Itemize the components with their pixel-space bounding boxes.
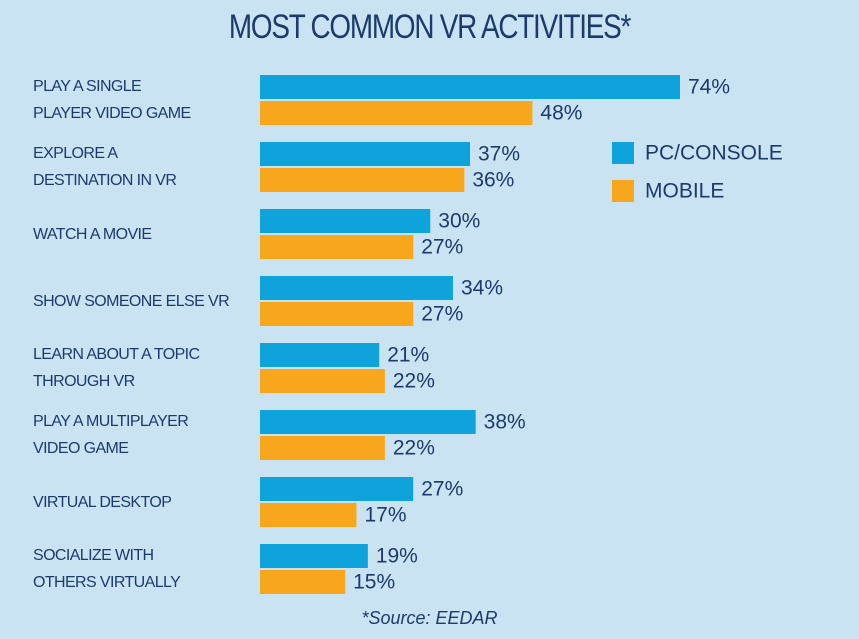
- value-label: 38%: [484, 411, 526, 434]
- source-note: *Source: EEDAR: [361, 608, 498, 628]
- bar: [260, 209, 431, 233]
- value-label: 36%: [472, 169, 514, 192]
- bar: [260, 570, 346, 594]
- value-label: 17%: [364, 504, 406, 527]
- value-label: 27%: [421, 236, 463, 259]
- bar: [260, 168, 465, 192]
- value-label: 19%: [376, 545, 418, 568]
- bar: [260, 101, 533, 125]
- value-label: 74%: [688, 76, 730, 99]
- bar: [260, 276, 453, 300]
- bar: [260, 343, 380, 367]
- bar: [260, 235, 414, 259]
- value-label: 15%: [353, 571, 395, 594]
- category-label: SOCIALIZE WITH OTHERS VIRTUALLY: [33, 547, 181, 591]
- bar: [260, 410, 476, 434]
- bar: [260, 142, 470, 166]
- bar: [260, 302, 414, 326]
- value-label: 22%: [393, 437, 435, 460]
- category-label: LEARN ABOUT A TOPIC THROUGH VR: [33, 346, 200, 390]
- value-label: 22%: [393, 370, 435, 393]
- legend-swatch: [612, 142, 634, 164]
- category-label: PLAY A MULTIPLAYER VIDEO GAME: [33, 413, 189, 457]
- value-label: 37%: [478, 143, 520, 166]
- value-label: 34%: [461, 277, 503, 300]
- chart-title: MOST COMMON VR ACTIVITIES*: [228, 8, 631, 46]
- value-label: 30%: [438, 210, 480, 233]
- legend-swatch: [612, 180, 634, 202]
- category-label: SHOW SOMEONE ELSE VR: [33, 292, 230, 310]
- value-label: 21%: [387, 344, 429, 367]
- value-label: 27%: [421, 478, 463, 501]
- category-label: EXPLORE A DESTINATION IN VR: [33, 145, 177, 189]
- bar: [260, 436, 385, 460]
- bar: [260, 369, 385, 393]
- legend-label: MOBILE: [645, 180, 724, 203]
- bar: [260, 544, 368, 568]
- value-label: 48%: [540, 102, 582, 125]
- bar: [260, 477, 414, 501]
- category-label: WATCH A MOVIE: [33, 225, 152, 243]
- bar: [260, 75, 680, 99]
- category-label: VIRTUAL DESKTOP: [33, 493, 172, 511]
- legend-label: PC/CONSOLE: [645, 142, 783, 165]
- category-label: PLAY A SINGLE PLAYER VIDEO GAME: [33, 78, 191, 122]
- value-label: 27%: [421, 303, 463, 326]
- bar: [260, 503, 357, 527]
